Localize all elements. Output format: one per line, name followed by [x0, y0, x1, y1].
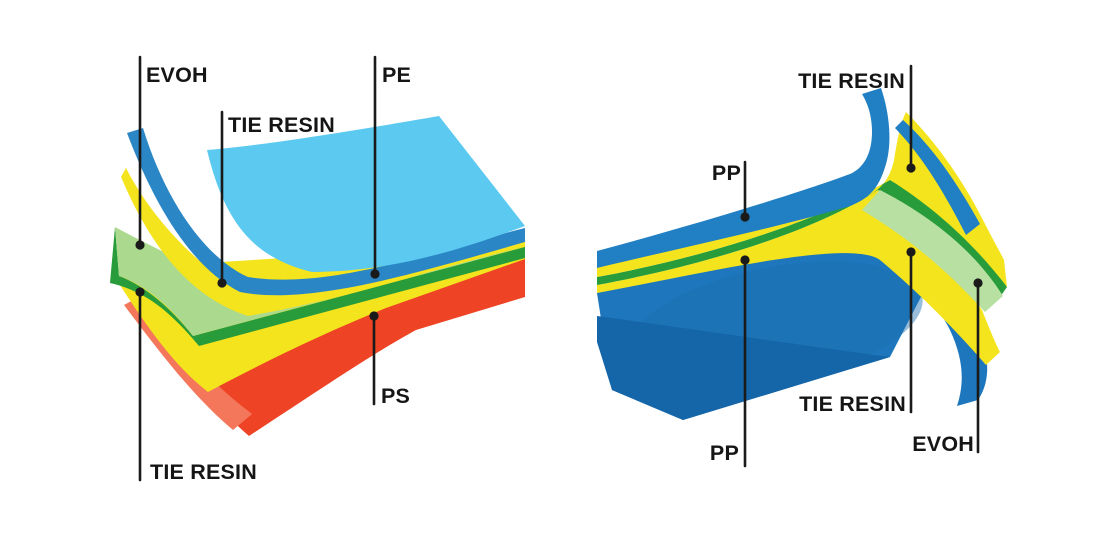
- label-pp-bottom: PP: [710, 441, 739, 465]
- pe-leader-dot: [370, 269, 380, 279]
- right-laminate-diagram: [597, 88, 1007, 420]
- left-diagram-annotations: EVOH TIE RESIN PE PS TIE RESIN: [135, 55, 411, 484]
- label-ps: PS: [381, 384, 410, 408]
- label-tie-resin-lower-right: TIE RESIN: [799, 392, 906, 416]
- evoh-right-leader-dot: [973, 278, 983, 288]
- label-evoh-left: EVOH: [146, 63, 208, 87]
- right-diagram-annotations: TIE RESIN PP PP TIE RESIN EVOH: [710, 64, 983, 468]
- ps-leader-dot: [369, 311, 379, 321]
- label-evoh-right: EVOH: [912, 432, 974, 456]
- label-pp-top: PP: [712, 161, 741, 185]
- evoh-plate-face-right: [862, 190, 1003, 312]
- tie-resin-upper-right-leader-dot: [906, 163, 916, 173]
- tie-resin-upper-left-leader-dot: [217, 278, 227, 288]
- tie-resin-lower-right-leader-dot: [906, 247, 916, 257]
- evoh-left-leader-dot: [135, 240, 145, 250]
- left-laminate-diagram: [110, 116, 525, 436]
- pe-layer-top-surface: [207, 116, 525, 272]
- tie-resin-lower-left-leader-dot: [135, 287, 145, 297]
- pp-top-leader-dot: [740, 212, 750, 222]
- label-pe: PE: [382, 63, 411, 87]
- label-tie-resin-lower-left: TIE RESIN: [150, 460, 257, 484]
- evoh-plate-face-left: [115, 227, 525, 336]
- label-tie-resin-upper-left: TIE RESIN: [228, 113, 335, 137]
- pp-bottom-front-face: [597, 316, 890, 420]
- pp-top-layer-band: [597, 88, 890, 268]
- pp-top-layer-edge-sliver: [895, 120, 980, 235]
- pp-bottom-leader-dot: [740, 255, 750, 265]
- label-tie-resin-upper-right: TIE RESIN: [798, 69, 905, 93]
